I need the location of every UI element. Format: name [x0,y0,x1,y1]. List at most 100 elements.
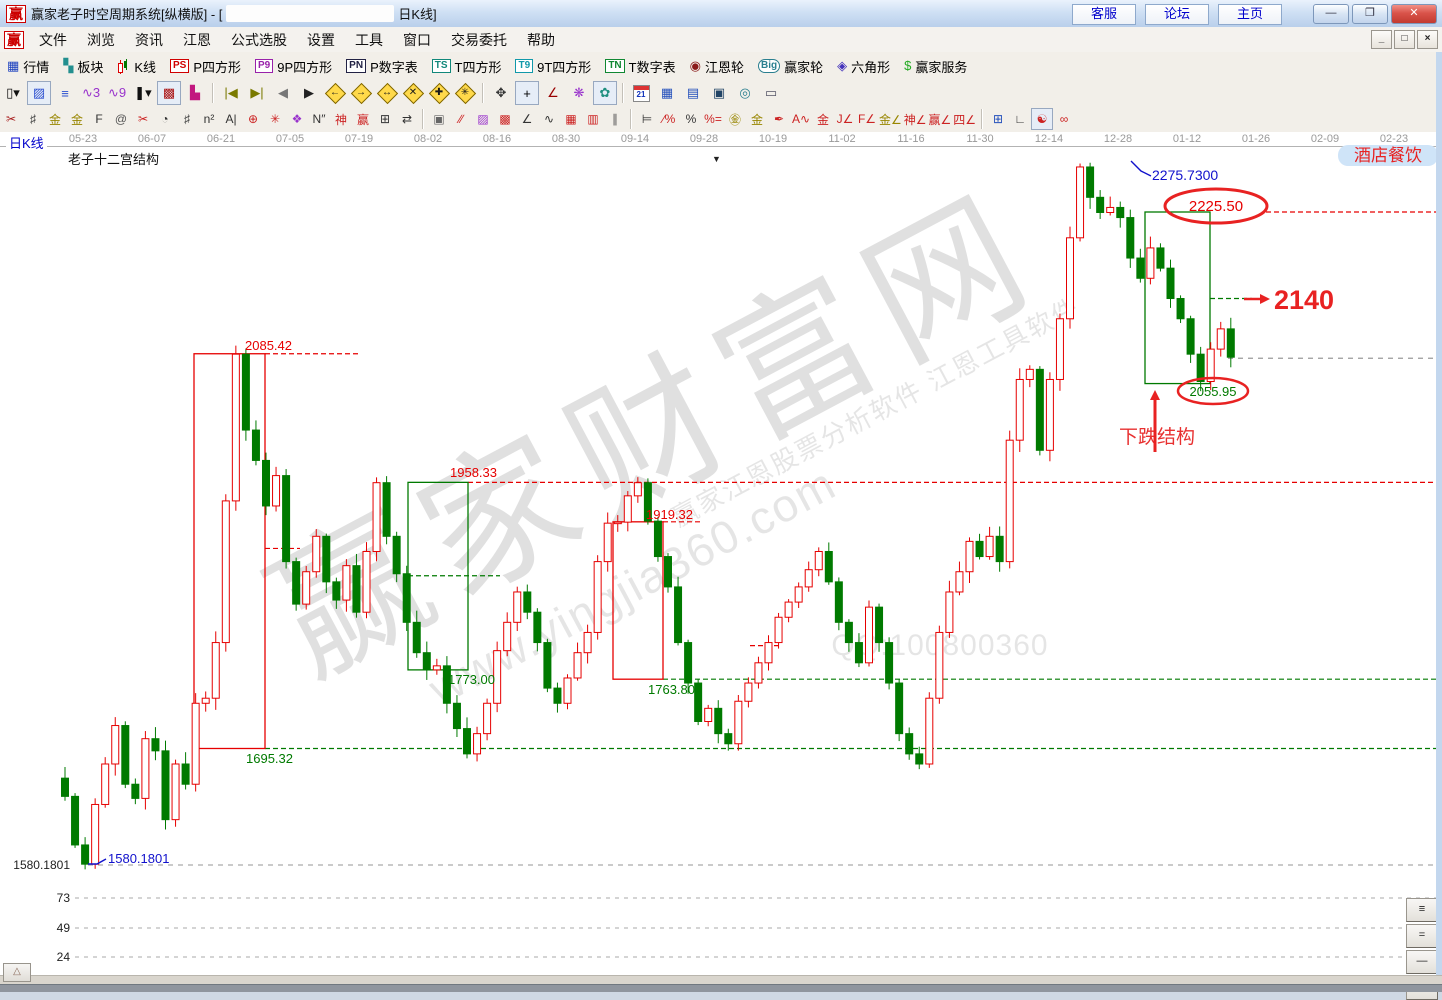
volume-profile-icon[interactable]: ▙ [190,85,200,100]
minimize-button[interactable]: — [1313,4,1349,24]
parallel-lines-icon[interactable]: ∥ [612,112,618,126]
web-link-icon[interactable]: ◎ [739,85,751,100]
menu-item-资讯[interactable]: 资讯 [135,31,163,48]
close-button[interactable]: ✕ [1391,4,1437,24]
t-square-button[interactable]: TS T四方形 [425,55,509,78]
period-style-dropdown[interactable]: ▯▾ [6,85,20,100]
red-grid2-icon[interactable]: ▥ [587,112,599,126]
horizontal-scrollbar[interactable] [0,975,1442,992]
annotation-text[interactable]: 1580.1801 [108,851,169,866]
indicator-corner-button[interactable]: △ [3,963,31,982]
calendar-21-icon[interactable]: 21 [629,81,653,105]
purple-web-icon[interactable]: ❖ [291,112,303,126]
up-structure-box-1[interactable] [193,353,266,750]
wave-9-icon[interactable]: ∿9 [107,85,127,100]
p9-square-button[interactable]: P9 9P四方形 [248,55,339,78]
annotation-text[interactable]: 1773.00 [448,672,495,687]
mdi-minimize-button[interactable]: _ [1371,30,1392,49]
a-line-icon[interactable]: A| [225,112,237,126]
collapse-diamond[interactable]: ✕ [401,81,425,105]
scale-medium-button[interactable]: = [1406,924,1438,948]
ying-tool-icon[interactable]: 赢 [356,112,369,127]
menu-item-公式选股[interactable]: 公式选股 [231,31,287,48]
up-structure-box-2[interactable] [612,521,664,680]
zigzag-icon[interactable]: ∿ [543,112,555,126]
annotation-text[interactable]: 2275.7300 [1152,167,1218,183]
calculator-icon[interactable]: ▦ [660,85,674,100]
ying-angle-icon[interactable]: 赢∠ [928,112,952,127]
annotation-text[interactable]: 1958.33 [450,465,497,480]
zoom-left-diamond[interactable]: ← [323,81,347,105]
gold-grid-icon[interactable]: 金 [48,112,61,127]
red-grid-icon[interactable]: ▦ [565,112,577,126]
angle-fan-icon[interactable]: ∠ [521,112,533,126]
maximize-button[interactable]: ❐ [1352,4,1388,24]
quotes-button[interactable]: ▦ 行情 [0,55,56,78]
shen-tool-icon[interactable]: 神 [334,112,347,127]
scale-large-button[interactable]: ≡ [1406,898,1438,922]
crosshair-icon[interactable]: + [515,81,539,105]
annotation-text[interactable]: 1695.32 [246,751,293,766]
t-digit-table-button[interactable]: TN T数字表 [598,55,682,78]
step-forward-icon[interactable]: ▶ [304,85,314,100]
cycle-brain-icon[interactable]: ✿ [593,81,617,105]
comb-ruler-icon[interactable]: ♯ [30,112,36,126]
shen-angle-icon[interactable]: 神∠ [903,112,927,127]
f-angle-icon[interactable]: F∠ [857,112,877,126]
notes-icon[interactable]: ▤ [686,85,700,100]
menu-item-设置[interactable]: 设置 [307,31,335,48]
annotation-text[interactable]: 2140 [1274,285,1334,315]
compress-data-icon[interactable]: ▨ [27,81,51,105]
purple-fan-icon[interactable]: ▨ [477,112,489,126]
full-view-diamond[interactable]: ✳ [453,81,477,105]
slope-percent-icon[interactable]: ∕% [662,112,676,126]
sector-tag[interactable]: 酒店餐饮 [1338,145,1438,166]
infinity-icon[interactable]: ∞ [1059,112,1069,126]
trend-poly-icon[interactable]: ∟ [1014,112,1026,126]
annotation-text[interactable]: 1919.32 [646,507,693,522]
n-wave-icon[interactable]: N″ [312,112,326,126]
si-angle-icon[interactable]: 四∠ [953,112,977,127]
n-squared-icon[interactable]: n² [203,112,215,126]
taiji-icon[interactable]: ☯ [1031,108,1054,130]
gann-seal-icon[interactable]: ❋ [573,85,585,100]
menu-item-工具[interactable]: 工具 [355,31,383,48]
menu-item-江恩[interactable]: 江恩 [183,31,211,48]
sectors-button[interactable]: ▚ 板块 [56,55,110,78]
down-structure-box-2[interactable] [1144,211,1211,385]
j-angle-icon[interactable]: J∠ [836,112,854,126]
hexagon-button[interactable]: ◈ 六角形 [830,55,897,78]
scale-small-button[interactable]: — [1406,950,1438,974]
gold-red-icon[interactable]: 金 [816,112,829,127]
price-ladder-icon[interactable]: ⊨ [641,112,653,126]
highlight-ellipse[interactable] [1163,187,1269,225]
save-view-icon[interactable]: ▣ [712,85,726,100]
mdi-restore-button[interactable]: □ [1394,30,1415,49]
p-digit-table-button[interactable]: PN P数字表 [339,55,425,78]
forum-button[interactable]: 论坛 [1145,4,1209,25]
spiral-icon[interactable]: @ [114,112,128,126]
support-button[interactable]: 客服 [1072,4,1136,25]
pen-price-icon[interactable]: ✒ [773,112,785,126]
circle-ruler-icon[interactable]: ◔ [161,112,169,126]
red-cut-icon[interactable]: ✂ [137,112,149,126]
mdi-close-button[interactable]: × [1417,30,1438,49]
red-web-icon[interactable]: ▩ [499,112,511,126]
measure-span-icon[interactable]: ⇄ [401,112,413,126]
menu-item-浏览[interactable]: 浏览 [87,31,115,48]
percent-icon[interactable]: % [685,112,697,126]
gold-angle-icon[interactable]: 金∠ [879,112,902,127]
ellipse-price-label[interactable]: 2055.95 [1190,384,1237,399]
go-last-icon[interactable]: ▶| [250,85,264,100]
structure-dropdown-icon[interactable]: ▼ [712,154,721,164]
gold-line-icon[interactable]: 金 [750,112,763,127]
p-square-button[interactable]: PS P四方形 [163,55,248,78]
angle-measure-icon[interactable]: ∠ [547,85,559,100]
menu-item-交易委托[interactable]: 交易委托 [451,31,507,48]
info-view-icon[interactable]: ≡ [61,85,69,101]
f-grid-icon[interactable]: F [95,112,103,126]
annotation-text[interactable]: 1763.80 [648,682,695,697]
percent-line-icon[interactable]: %= [704,112,722,126]
cut-tool-icon[interactable]: ✂ [5,112,17,126]
